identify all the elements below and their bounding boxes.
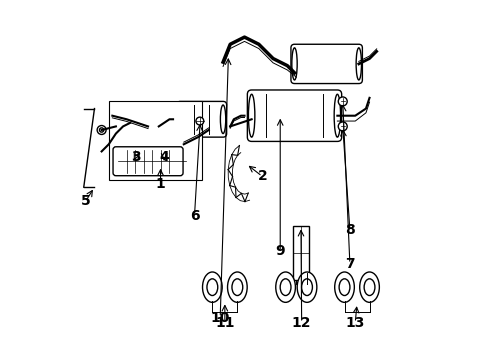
FancyBboxPatch shape: [247, 90, 341, 141]
Ellipse shape: [297, 272, 316, 302]
Text: 2: 2: [257, 170, 266, 184]
Text: 1: 1: [155, 176, 165, 190]
Ellipse shape: [359, 272, 379, 302]
Ellipse shape: [291, 48, 297, 80]
Bar: [292, 226, 308, 280]
Ellipse shape: [334, 272, 354, 302]
Ellipse shape: [338, 97, 346, 106]
Ellipse shape: [177, 105, 183, 134]
Ellipse shape: [206, 279, 217, 296]
Text: 6: 6: [189, 209, 199, 223]
FancyBboxPatch shape: [113, 147, 183, 176]
Ellipse shape: [275, 272, 295, 302]
Text: 4: 4: [159, 150, 169, 164]
Ellipse shape: [301, 279, 312, 296]
Ellipse shape: [99, 128, 103, 132]
Ellipse shape: [364, 279, 374, 296]
Ellipse shape: [355, 48, 361, 80]
Text: 11: 11: [215, 316, 234, 330]
Ellipse shape: [220, 105, 225, 134]
Ellipse shape: [248, 94, 254, 137]
Ellipse shape: [338, 279, 349, 296]
Ellipse shape: [280, 279, 290, 296]
Text: 13: 13: [345, 316, 364, 330]
Ellipse shape: [231, 279, 242, 296]
Text: 7: 7: [345, 257, 354, 271]
FancyBboxPatch shape: [290, 44, 362, 84]
Bar: [108, 102, 201, 180]
Text: 3: 3: [130, 150, 140, 164]
FancyBboxPatch shape: [176, 102, 226, 137]
Text: 5: 5: [81, 194, 90, 208]
Ellipse shape: [338, 122, 346, 131]
Text: 8: 8: [345, 223, 354, 237]
Ellipse shape: [333, 94, 340, 137]
Text: 9: 9: [275, 244, 285, 258]
Ellipse shape: [196, 117, 203, 125]
Ellipse shape: [227, 272, 246, 302]
Ellipse shape: [97, 126, 106, 134]
Ellipse shape: [202, 272, 222, 302]
Text: 10: 10: [210, 311, 229, 324]
Text: 12: 12: [291, 316, 311, 330]
